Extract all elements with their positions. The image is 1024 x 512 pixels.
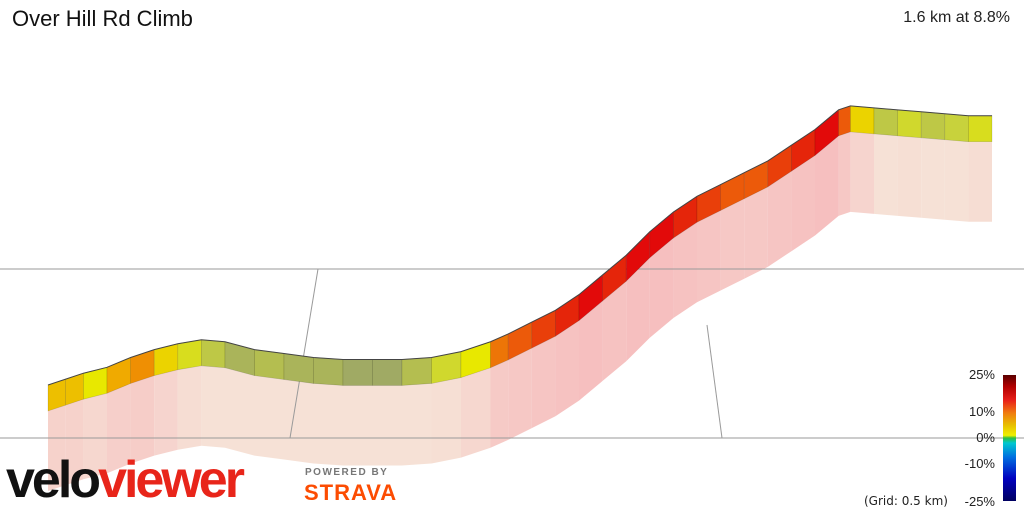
legend-label-25: 25% [968,367,995,382]
profile-shadow-segment [791,155,815,252]
profile-shadow-segment [254,375,284,460]
profile-shadow-segment [720,198,745,291]
profile-shadow-segment [490,359,509,448]
profile-shadow-segment [130,375,155,464]
gradient-legend-bar [1003,375,1016,501]
profile-shadow-segment [850,131,874,214]
profile-ribbon [47,105,993,412]
profile-shadow-segment [461,367,491,458]
grid-line-diagonal-2 [706,324,723,439]
profile-shadow-segment [177,365,202,450]
veloviewer-logo[interactable]: veloviewer [6,451,245,509]
profile-shadow-segment [107,383,131,474]
profile-segment [177,339,202,371]
profile-segment [342,359,373,386]
profile-segment [201,339,226,369]
profile-segment [944,113,969,143]
profile-segment [254,349,285,380]
logo-viewer-text: viewer [98,451,245,509]
profile-shadow-segment [744,186,768,279]
climb-summary: 1.6 km at 8.8% [903,9,1010,26]
profile-shadow-segment [372,385,402,466]
profile-shadow-segment [343,385,373,466]
profile-segment [838,105,851,137]
profile-segment [968,115,993,143]
profile-shadow-segment [838,131,851,216]
profile-shadow-segment [874,133,898,216]
profile-segment [283,353,314,384]
profile-shadow-segment [968,141,992,222]
profile-shadow [48,131,992,491]
profile-shadow-segment [531,336,556,429]
profile-top-edge [47,105,992,386]
profile-shadow-segment [555,320,579,417]
profile-shadow-segment [83,393,107,480]
grid-scale-note: (Grid: 0.5 km) [864,494,948,508]
profile-shadow-segment [65,399,84,486]
profile-segment [920,111,946,141]
page-title: Over Hill Rd Climb [12,6,193,31]
profile-shadow-segment [48,405,66,491]
profile-shadow-segment [815,135,839,236]
profile-shadow-segment [154,369,178,456]
profile-segment [850,105,875,135]
profile-shadow-segment [921,137,945,220]
profile-segment [897,109,922,139]
logo-velo-text: velo [6,451,101,509]
profile-segment [372,359,403,386]
profile-shadow-segment [944,139,969,222]
profile-segment [873,107,898,137]
profile-segment [401,357,432,386]
profile-shadow-segment [602,281,627,381]
profile-shadow-segment [649,238,674,338]
profile-shadow-segment [579,300,603,401]
legend-label-10: 10% [968,404,995,419]
profile-shadow-segment [897,135,922,218]
strava-logo[interactable]: STRAVA [304,480,398,505]
profile-shadow-segment [284,379,314,464]
powered-by-label: POWERED BY [305,467,389,478]
profile-shadow-segment [626,257,650,362]
legend-label-minus10: -10% [964,456,995,471]
legend-label-0: 0% [976,430,995,445]
profile-segment [313,357,344,386]
profile-shadow-segment [767,171,792,267]
profile-shadow-segment [508,348,532,440]
profile-shadow-segment [225,367,255,456]
legend-label-minus25: -25% [964,494,995,509]
grid-line-diagonal-1 [289,268,319,439]
profile-shadow-segment [313,383,343,466]
profile-shadow-segment [431,377,461,464]
profile-shadow-segment [402,383,432,466]
profile-shadow-segment [697,210,721,303]
profile-shadow-segment [201,365,225,448]
profile-shadow-segment [673,222,697,319]
